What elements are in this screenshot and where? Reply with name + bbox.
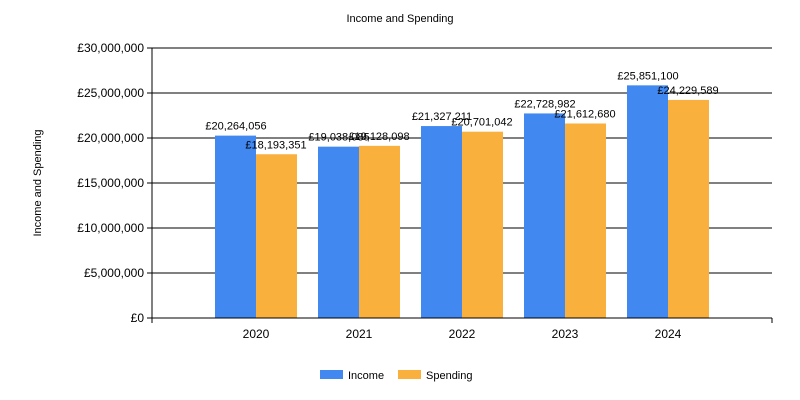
data-label-spending-2023: £21,612,680 [554,108,615,120]
bar-spending-2021 [359,145,400,318]
x-tick-label: 2022 [449,327,476,341]
bar-income-2024 [627,85,668,318]
y-tick-label: £15,000,000 [77,176,144,190]
bar-spending-2020 [256,154,297,318]
x-tick-label: 2024 [655,327,682,341]
bar-spending-2024 [668,99,709,318]
data-label-income-2020: £20,264,056 [205,121,266,133]
y-axis-ticks: £0 £5,000,000 £10,000,000 £15,000,000 £20,00… [77,41,152,325]
data-label-spending-2022: £20,701,042 [451,117,512,129]
data-label-spending-2020: £18,193,351 [245,139,306,151]
chart-title: Income and Spending [346,13,453,25]
bar-spending-2023 [565,123,606,319]
y-tick-label: £0 [131,311,145,325]
data-label-income-2021: £19,038,085 [308,132,369,144]
x-axis-ticks: 2020 2021 2022 2023 2024 [243,327,682,341]
legend-label-spending: Spending [426,370,473,382]
y-tick-label: £20,000,000 [77,131,144,145]
legend-swatch-spending [398,370,421,379]
y-axis-label: Income and Spending [32,129,44,236]
data-label-income-2023: £22,728,982 [514,98,575,110]
y-tick-label: £25,000,000 [77,86,144,100]
x-tick-label: 2023 [552,327,579,341]
bar-income-2021 [318,146,359,318]
x-tick-label: 2021 [346,327,373,341]
x-tick-label: 2020 [243,327,270,341]
bar-income-2023 [524,113,565,318]
y-tick-label: £5,000,000 [84,266,144,280]
legend-label-income: Income [348,370,384,382]
bar-income-2022 [421,126,462,318]
legend: Income Spending [320,370,473,382]
data-label-income-2024: £25,851,100 [617,70,678,82]
legend-swatch-income [320,370,343,379]
bar-spending-2022 [462,131,503,318]
y-tick-label: £10,000,000 [77,221,144,235]
bars [215,85,709,319]
data-label-spending-2021: £19,128,098 [348,131,409,143]
bar-income-2020 [215,135,256,318]
data-label-spending-2024: £24,229,589 [657,85,718,97]
data-labels: £20,264,056 £18,193,351£19,038,085£19,128… [205,70,718,151]
data-label-income-2022: £21,327,211 [412,111,472,123]
axes [151,48,773,323]
y-tick-label: £30,000,000 [77,41,144,55]
